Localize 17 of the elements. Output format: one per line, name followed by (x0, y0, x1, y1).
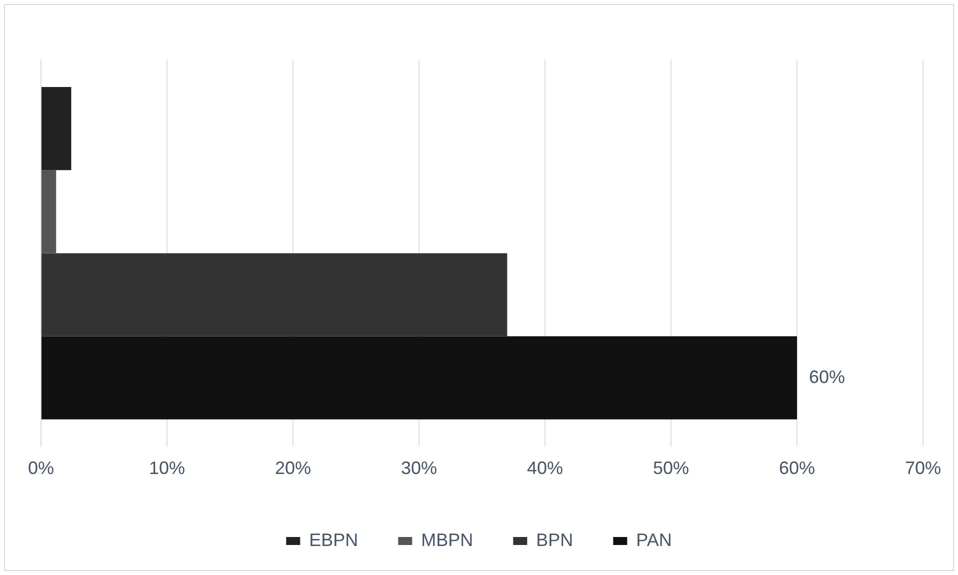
x-tick-label: 0% (28, 458, 54, 478)
x-tick-label: 60% (778, 458, 816, 478)
x-tick-label: 50% (652, 458, 690, 478)
bar (42, 87, 72, 170)
x-tick-label: 10% (148, 458, 186, 478)
x-tick-label: 70% (904, 458, 941, 478)
legend-label: MBPN (421, 530, 474, 550)
data-label: 60% (808, 366, 846, 387)
x-tick-label: 40% (526, 458, 564, 478)
bar (42, 170, 56, 254)
legend-label: BPN (536, 530, 574, 550)
legend-label: EBPN (309, 530, 358, 550)
legend-label: PAN (636, 530, 672, 550)
bar (42, 336, 797, 420)
bar (42, 253, 508, 336)
x-tick-label: 30% (400, 458, 438, 478)
x-tick-label: 20% (274, 458, 312, 478)
